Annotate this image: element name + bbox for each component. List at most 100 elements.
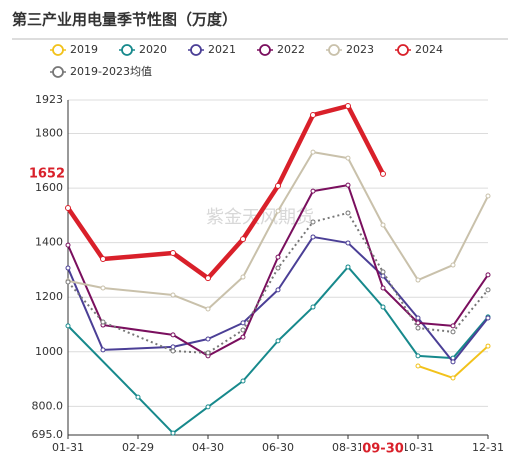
highlight-x-label: 09-30 xyxy=(362,442,404,457)
y-tick-label: 1000 xyxy=(35,345,63,358)
point xyxy=(100,347,106,353)
point xyxy=(380,285,386,291)
point xyxy=(450,323,456,329)
point xyxy=(240,327,246,333)
point xyxy=(170,430,176,436)
legend-item: 2021 xyxy=(188,43,236,56)
point xyxy=(205,404,211,410)
legend-item: 2024 xyxy=(395,43,443,56)
point xyxy=(275,254,281,260)
point xyxy=(65,242,71,248)
point xyxy=(310,219,316,225)
point xyxy=(100,319,106,325)
y-tick-label: 1923 xyxy=(35,93,63,106)
point xyxy=(415,315,421,321)
point xyxy=(310,188,316,194)
point xyxy=(135,394,141,400)
series-line xyxy=(67,265,489,435)
x-tick-label: 04-30 xyxy=(192,441,224,454)
point xyxy=(450,329,456,335)
legend-item: 2019 xyxy=(50,43,98,56)
legend-swatch xyxy=(121,44,133,56)
point xyxy=(240,236,246,243)
point xyxy=(345,210,351,216)
point xyxy=(380,222,386,228)
legend-swatch xyxy=(259,44,271,56)
legend-swatch xyxy=(52,44,64,56)
legend-label: 2020 xyxy=(139,43,167,56)
point xyxy=(100,285,106,291)
point xyxy=(240,334,246,340)
point xyxy=(205,275,211,282)
x-tick-label: 12-31 xyxy=(472,441,504,454)
watermark: 紫金天风期货 xyxy=(206,207,314,228)
point xyxy=(65,323,71,329)
point xyxy=(275,208,281,214)
point xyxy=(485,315,491,321)
point xyxy=(415,325,421,331)
point xyxy=(450,359,456,365)
legend-swatch xyxy=(52,66,64,78)
legend-label: 2019 xyxy=(70,43,98,56)
highlight-y-label: 1652 xyxy=(29,166,65,181)
point xyxy=(275,265,281,271)
series-line xyxy=(66,103,386,281)
legend-label: 2019-2023均值 xyxy=(70,65,152,78)
point xyxy=(205,306,211,312)
point xyxy=(485,193,491,199)
highlight-bg xyxy=(24,164,66,183)
legend-item: 2019-2023均值 xyxy=(50,65,152,78)
y-tick-label: 1600 xyxy=(35,181,63,194)
point xyxy=(65,265,71,271)
series-line xyxy=(67,184,489,357)
point xyxy=(275,287,281,293)
legend-item: 2023 xyxy=(326,43,374,56)
point xyxy=(345,182,351,188)
x-tick-label: 06-30 xyxy=(262,441,294,454)
point xyxy=(380,170,386,177)
point xyxy=(450,375,456,381)
point xyxy=(170,348,176,354)
highlight-bg xyxy=(361,440,405,458)
point xyxy=(310,112,316,119)
y-tick-label: 1200 xyxy=(35,290,63,303)
legend-label: 2023 xyxy=(346,43,374,56)
point xyxy=(205,350,211,356)
point xyxy=(485,287,491,293)
legend-label: 2021 xyxy=(208,43,236,56)
point xyxy=(345,264,351,270)
point xyxy=(380,304,386,310)
point xyxy=(415,353,421,359)
point xyxy=(65,205,71,212)
x-tick-label: 02-29 xyxy=(122,441,154,454)
point xyxy=(415,363,421,369)
point xyxy=(485,343,491,349)
point xyxy=(240,274,246,280)
point xyxy=(170,292,176,298)
legend-item: 2020 xyxy=(119,43,167,56)
chart-title: 第三产业用电量季节性图（万度） xyxy=(12,11,237,29)
point xyxy=(65,279,71,285)
series-line xyxy=(67,211,489,354)
legend-swatch xyxy=(190,44,202,56)
legend-swatch xyxy=(397,44,409,56)
point xyxy=(485,272,491,278)
point xyxy=(310,304,316,310)
series-line xyxy=(67,151,489,310)
y-tick-label: 800.0 xyxy=(32,399,64,412)
point xyxy=(240,378,246,384)
series-line xyxy=(67,235,489,363)
point xyxy=(450,262,456,268)
point xyxy=(170,250,176,257)
x-tick-label: 08-31 xyxy=(332,441,364,454)
point xyxy=(275,182,281,189)
point xyxy=(345,155,351,161)
point xyxy=(100,256,106,263)
point xyxy=(415,320,421,326)
point xyxy=(310,149,316,155)
point xyxy=(275,338,281,344)
legend-swatch xyxy=(328,44,340,56)
point xyxy=(415,277,421,283)
point xyxy=(240,320,246,326)
